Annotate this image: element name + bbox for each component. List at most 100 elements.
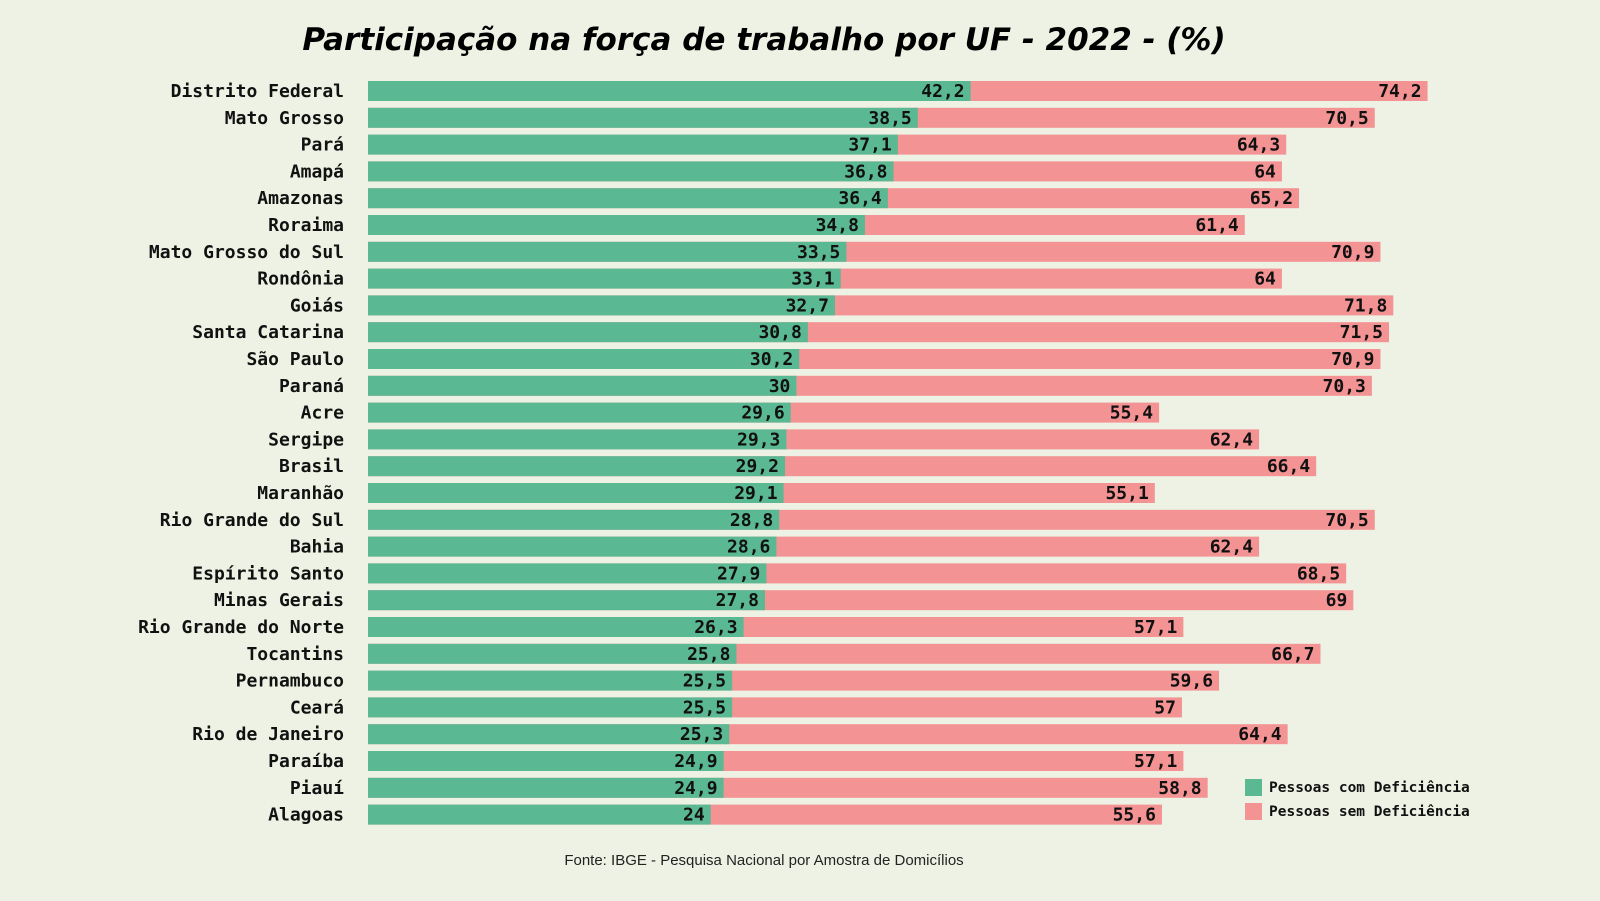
value-label-com: 24,9 [674,751,717,772]
value-label-sem: 62,4 [1210,537,1254,558]
value-label-com: 37,1 [848,135,891,156]
category-label: Mato Grosso [225,108,344,129]
category-label: São Paulo [246,349,344,370]
value-label-sem: 58,8 [1158,778,1201,799]
value-label-sem: 57,1 [1134,751,1177,772]
category-label: Tocantins [246,644,344,665]
bar-com [368,241,847,262]
value-label-com: 24,9 [674,778,717,799]
category-label: Roraima [268,215,344,236]
bar-com [368,107,918,128]
value-label-sem: 70,5 [1325,108,1368,129]
legend-swatch-sem [1245,803,1262,820]
bar-com [368,322,808,343]
value-label-sem: 64,4 [1238,724,1282,745]
category-label: Ceará [290,697,344,718]
category-label: Maranhão [257,483,344,504]
value-label-sem: 71,5 [1340,322,1383,343]
value-label-com: 29,2 [736,456,779,477]
value-label-com: 30,2 [750,349,793,370]
bar-com [368,188,888,209]
bar-com [368,483,784,503]
category-label: Piauí [290,778,344,799]
bar-com [368,456,785,477]
value-label-sem: 55,6 [1113,805,1156,826]
bar-com [368,617,744,637]
bar-com [368,590,765,611]
bar-com [368,536,777,557]
value-label-sem: 68,5 [1297,563,1340,584]
value-label-com: 27,8 [716,590,759,611]
value-label-com: 38,5 [868,108,911,129]
category-label: Santa Catarina [192,322,344,343]
bar-com [368,161,894,182]
category-label: Brasil [279,456,344,477]
category-label: Sergipe [268,429,344,450]
value-label-com: 26,3 [694,617,737,638]
value-label-com: 42,2 [921,81,964,102]
value-label-sem: 66,7 [1271,644,1314,665]
value-label-com: 25,5 [683,671,726,692]
bar-com [368,804,711,825]
value-label-com: 27,9 [717,563,760,584]
value-label-sem: 57 [1154,697,1176,718]
value-label-com: 29,3 [737,429,780,450]
bars-group: Distrito Federal 42,2 74,2 Mato Grosso 38,5 7… [138,81,1428,826]
value-label-com: 24 [683,805,705,826]
category-label: Amazonas [257,188,344,209]
chart-title: Participação na força de trabalho por UF… [302,22,1225,58]
bar-com [368,402,791,423]
value-label-com: 33,1 [791,269,834,290]
value-label-sem: 70,5 [1325,510,1368,531]
category-label: Espírito Santo [192,563,344,584]
legend: Pessoas com Deficiência Pessoas sem Defi… [1245,779,1470,820]
bar-com [368,563,767,584]
value-label-sem: 70,9 [1331,242,1374,263]
value-label-sem: 55,1 [1105,483,1148,504]
source-note: Fonte: IBGE - Pesquisa Nacional por Amos… [564,852,963,869]
value-label-sem: 62,4 [1210,429,1254,450]
value-label-sem: 64 [1254,269,1276,290]
category-label: Pará [301,135,344,156]
value-label-sem: 70,9 [1331,349,1374,370]
value-label-sem: 64 [1254,161,1276,182]
category-label: Rondônia [257,269,344,290]
category-label: Bahia [290,537,344,558]
value-label-sem: 66,4 [1267,456,1311,477]
category-label: Mato Grosso do Sul [149,242,344,263]
value-label-com: 25,8 [687,644,730,665]
value-label-com: 28,8 [730,510,773,531]
category-label: Acre [301,403,345,424]
category-label: Pernambuco [236,671,344,692]
bar-com [368,751,724,771]
category-label: Rio Grande do Sul [160,510,344,531]
bar-com [368,724,730,745]
bar-com [368,215,865,235]
bar-com [368,134,898,155]
value-label-com: 25,3 [680,724,723,745]
bar-com [368,81,971,101]
value-label-com: 30,8 [758,322,801,343]
value-label-sem: 57,1 [1134,617,1177,638]
category-label: Distrito Federal [171,81,344,102]
value-label-sem: 74,2 [1378,81,1421,102]
value-label-sem: 61,4 [1195,215,1239,236]
category-label: Alagoas [268,805,344,826]
bar-com [368,509,780,530]
value-label-sem: 59,6 [1170,671,1213,692]
value-label-com: 29,6 [741,403,784,424]
value-label-com: 28,6 [727,537,770,558]
value-label-com: 29,1 [734,483,777,504]
value-label-sem: 64,3 [1237,135,1280,156]
value-label-com: 32,7 [786,295,829,316]
value-label-com: 30 [769,376,791,397]
value-label-sem: 69 [1326,590,1348,611]
bar-com [368,670,733,691]
category-label: Rio de Janeiro [192,724,344,745]
value-label-com: 25,5 [683,697,726,718]
value-label-sem: 65,2 [1250,188,1293,209]
bar-com [368,268,841,289]
category-label: Rio Grande do Norte [138,617,344,638]
category-label: Minas Gerais [214,590,344,611]
value-label-com: 33,5 [797,242,840,263]
